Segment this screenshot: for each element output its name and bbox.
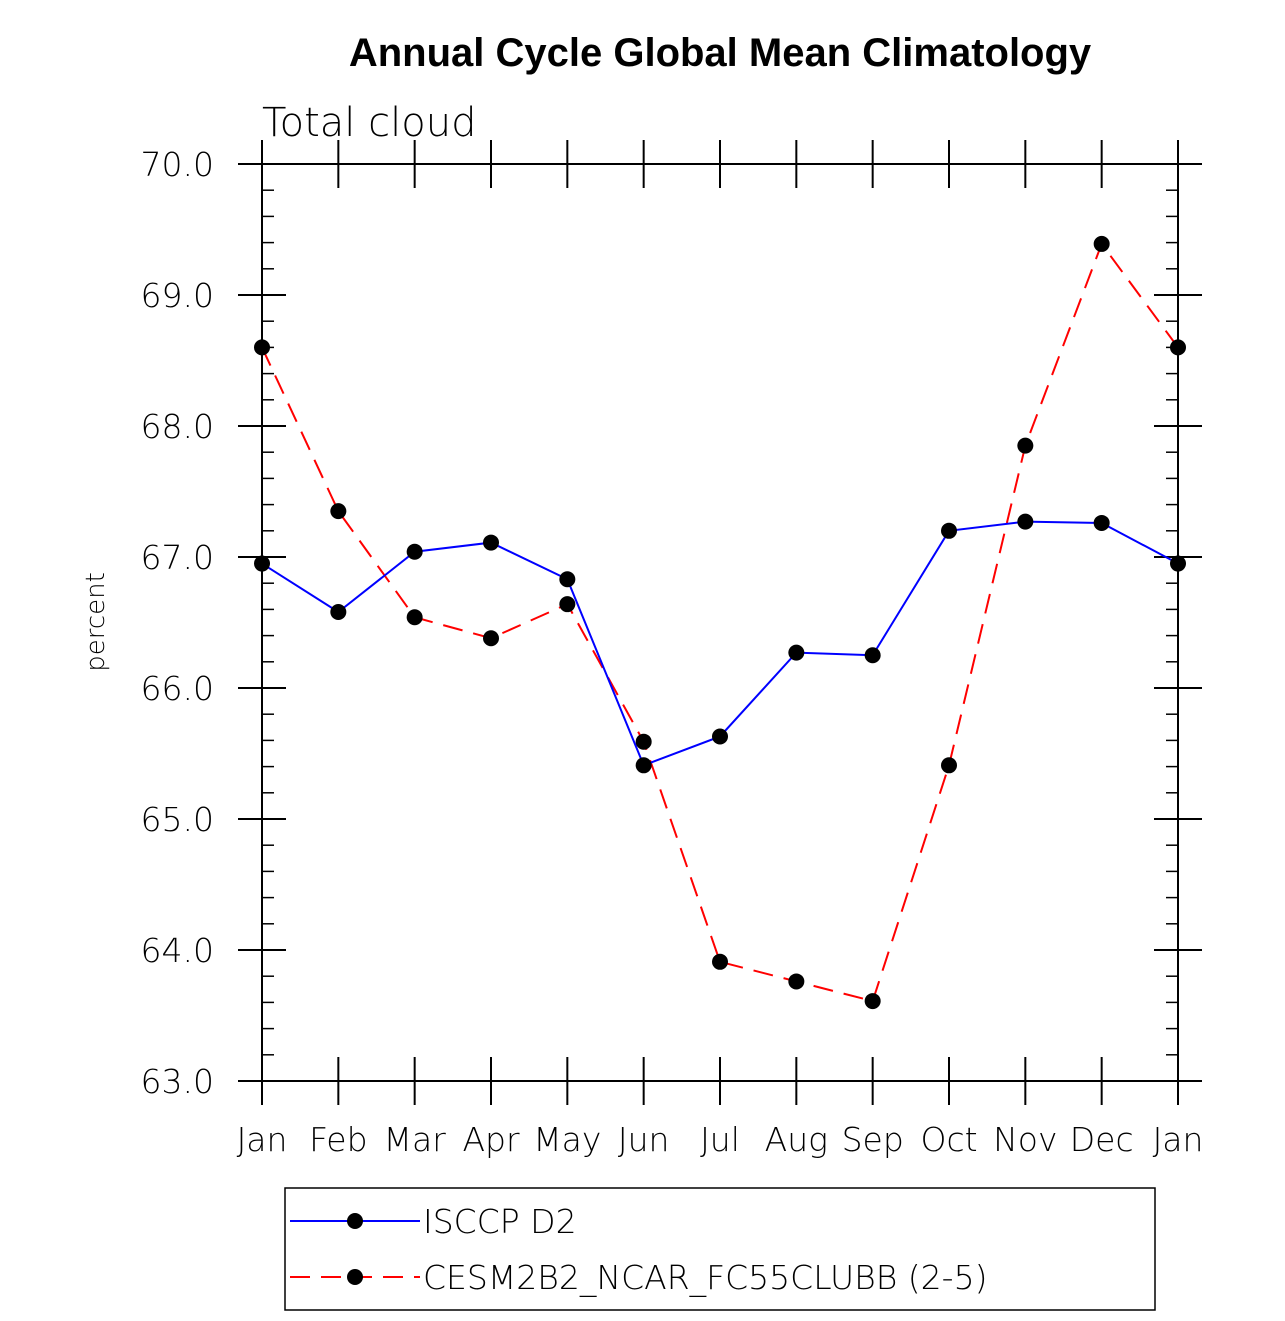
- data-point-cesm2b2-ncar-fc55clubb-2-5: [788, 973, 805, 990]
- y-tick-label: 64.0: [141, 931, 214, 970]
- y-axis-label: percent: [81, 572, 111, 672]
- data-point-cesm2b2-ncar-fc55clubb-2-5: [559, 596, 576, 613]
- x-tick-label: Jan: [237, 1120, 288, 1159]
- data-point-isccp-d2: [483, 534, 499, 551]
- data-point-cesm2b2-ncar-fc55clubb-2-5: [254, 339, 270, 356]
- x-tick-label: Nov: [993, 1120, 1057, 1159]
- data-point-isccp-d2: [1093, 514, 1110, 531]
- data-point-isccp-d2: [330, 604, 347, 621]
- data-point-cesm2b2-ncar-fc55clubb-2-5: [941, 757, 957, 774]
- data-point-isccp-d2: [864, 647, 881, 664]
- data-point-cesm2b2-ncar-fc55clubb-2-5: [1170, 339, 1186, 356]
- data-point-cesm2b2-ncar-fc55clubb-2-5: [1017, 437, 1034, 454]
- data-point-cesm2b2-ncar-fc55clubb-2-5: [330, 503, 347, 520]
- x-tick-label: Mar: [384, 1120, 447, 1159]
- legend-marker-isccp-d2: [347, 1213, 363, 1229]
- x-tick-label: Dec: [1070, 1120, 1134, 1159]
- y-tick-label: 67.0: [141, 538, 214, 577]
- x-tick-label: Aug: [765, 1120, 828, 1159]
- data-point-cesm2b2-ncar-fc55clubb-2-5: [406, 609, 423, 626]
- data-point-cesm2b2-ncar-fc55clubb-2-5: [864, 993, 881, 1010]
- x-tick-label: Jan: [1153, 1120, 1204, 1159]
- data-point-isccp-d2: [712, 728, 728, 745]
- y-tick-label: 69.0: [141, 276, 214, 315]
- data-point-cesm2b2-ncar-fc55clubb-2-5: [1093, 235, 1110, 252]
- legend-marker-cesm2b2-ncar-fc55clubb-2-5: [347, 1269, 363, 1285]
- axes: 63.0 64.0 65.0 66.0 67.0 68.0 69.0 70.0 Jan Feb Ma…: [141, 140, 1204, 1159]
- y-tick-label: 65.0: [141, 800, 214, 839]
- data-point-cesm2b2-ncar-fc55clubb-2-5: [712, 953, 728, 970]
- y-tick-label: 68.0: [141, 407, 214, 446]
- data-point-isccp-d2: [1170, 555, 1186, 572]
- x-tick-label: Oct: [920, 1120, 977, 1159]
- data-point-isccp-d2: [788, 644, 805, 661]
- x-tick-label: Jun: [618, 1120, 670, 1159]
- x-tick-label: Sep: [842, 1120, 904, 1159]
- y-tick-label: 70.0: [141, 145, 214, 184]
- plot-frame: [261, 163, 1179, 1082]
- y-tick-label: 63.0: [141, 1062, 214, 1101]
- x-tick-label: Apr: [462, 1120, 520, 1159]
- chart-subtitle: Total cloud: [262, 100, 476, 146]
- x-tick-label: Jul: [700, 1120, 740, 1159]
- data-point-isccp-d2: [254, 555, 270, 572]
- legend-label-isccp-d2: ISCCP D2: [423, 1202, 577, 1241]
- data-point-isccp-d2: [1017, 513, 1034, 530]
- legend-label-cesm2b2-ncar-fc55clubb-2-5: CESM2B2_NCAR_FC55CLUBB (2-5): [423, 1258, 987, 1298]
- series-layer: [254, 235, 1186, 1010]
- legend-box: [284, 1187, 1156, 1311]
- chart-title: Annual Cycle Global Mean Climatology: [349, 31, 1092, 75]
- y-tick-label: 66.0: [141, 669, 214, 708]
- legend: ISCCP D2 CESM2B2_NCAR_FC55CLUBB (2-5): [284, 1187, 1156, 1311]
- data-point-cesm2b2-ncar-fc55clubb-2-5: [483, 630, 499, 647]
- data-point-isccp-d2: [941, 522, 957, 539]
- data-point-isccp-d2: [406, 543, 423, 560]
- data-point-cesm2b2-ncar-fc55clubb-2-5: [635, 733, 652, 750]
- data-point-isccp-d2: [635, 757, 652, 774]
- data-point-isccp-d2: [559, 571, 576, 588]
- x-tick-label: May: [533, 1120, 601, 1159]
- x-tick-label: Feb: [309, 1120, 367, 1159]
- series-line-cesm2b2-ncar-fc55clubb-2-5: [261, 241, 1179, 1003]
